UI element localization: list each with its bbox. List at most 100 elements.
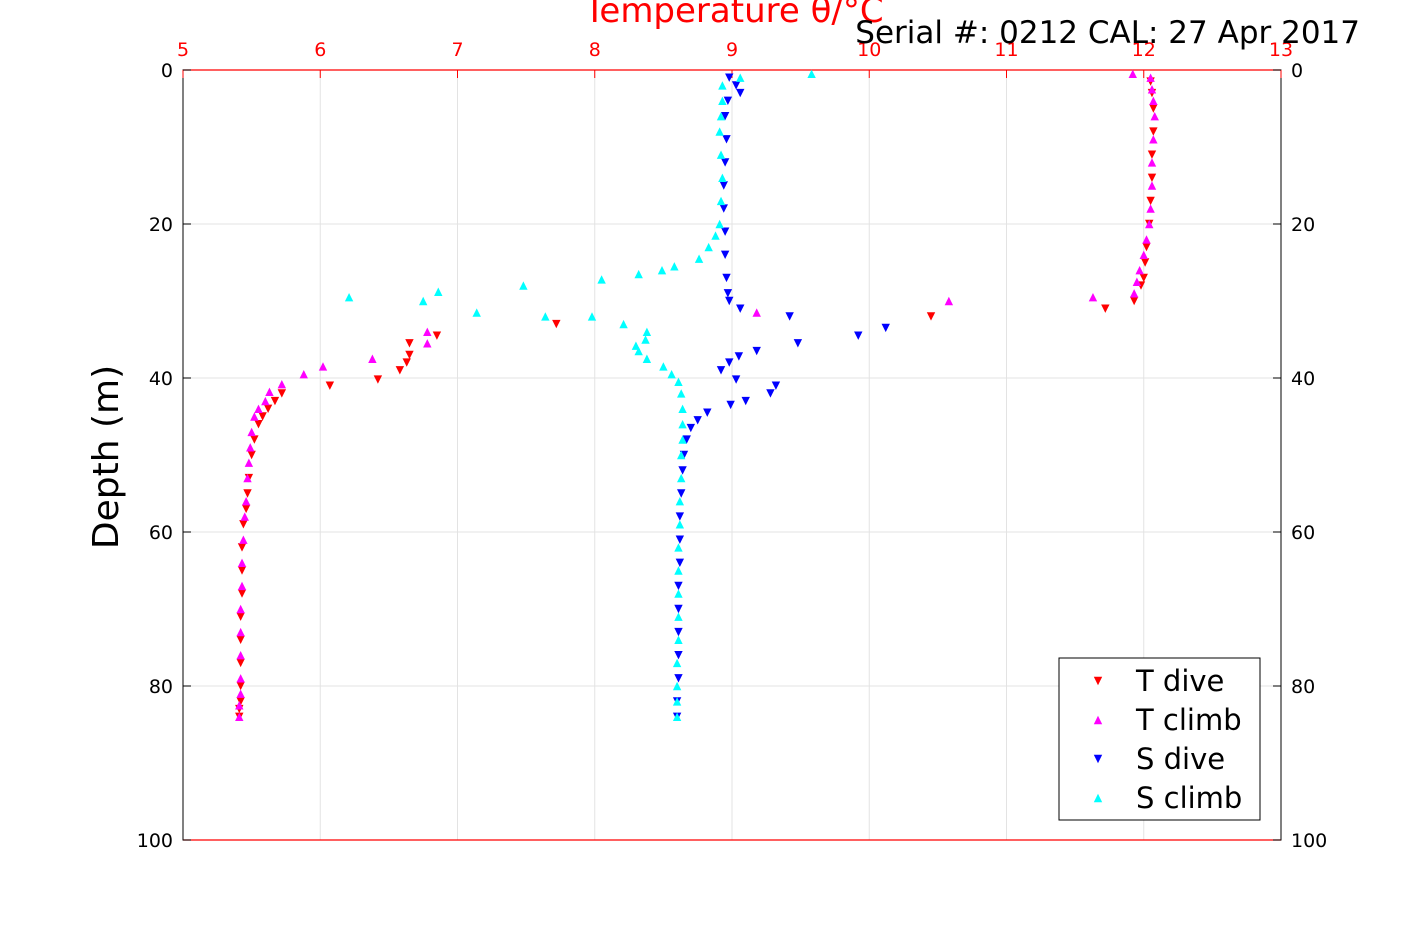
x-tick-label: 11 [994,39,1018,61]
point-t-dive [552,319,561,329]
y-tick-label-left: 100 [137,830,173,852]
point-t-climb [423,339,432,348]
point-t-dive [1149,127,1158,136]
point-s-climb [677,389,686,398]
point-s-dive [675,512,685,521]
point-s-dive [736,304,745,313]
point-t-dive [254,420,263,429]
point-t-dive [237,566,247,575]
point-s-climb [718,173,727,182]
point-s-climb [672,658,682,668]
point-s-climb [597,275,606,284]
point-s-dive [674,581,683,591]
point-t-climb [277,379,287,389]
point-t-climb [236,651,245,660]
point-s-dive [674,651,683,660]
point-s-dive [677,489,686,498]
point-t-climb [1147,158,1157,167]
point-t-dive [1147,173,1157,182]
point-t-dive [405,350,414,360]
point-s-climb [675,497,685,506]
point-s-dive [722,273,731,283]
point-t-climb [246,443,255,452]
point-s-dive [693,416,702,425]
y-tick-label-right: 0 [1291,60,1303,82]
point-t-climb [247,427,256,437]
x-tick-label: 12 [1132,39,1156,61]
point-t-dive [395,366,405,375]
point-s-dive [734,352,744,361]
point-s-dive [741,396,750,406]
point-s-dive [703,408,712,417]
y-tick-label-left: 60 [149,522,173,544]
x-tick-label: 9 [726,39,738,61]
point-t-climb [1135,266,1144,275]
legend-marker-s-climb [1093,793,1103,803]
point-t-climb [240,512,249,521]
point-t-climb [237,581,247,591]
point-t-climb [1147,181,1157,190]
point-s-dive [725,296,734,306]
point-t-climb [423,327,432,336]
point-s-dive [722,135,731,144]
point-s-dive [678,466,687,475]
series-s-dive [672,73,890,721]
point-s-dive [731,81,741,90]
point-s-climb [642,354,652,363]
point-t-climb [241,497,251,506]
point-t-dive [405,339,414,348]
point-t-climb [243,473,252,483]
point-t-climb [236,604,245,614]
point-s-dive [720,158,730,167]
point-s-dive [723,289,733,298]
point-t-dive [236,635,245,644]
point-s-dive [675,535,685,544]
legend-label-t-climb: T climb [1135,703,1242,737]
point-s-climb [541,312,550,321]
point-t-climb [265,387,274,397]
legend-items: T dive T climb S dive S climb [1093,664,1242,815]
point-s-climb [659,362,668,371]
point-t-dive [263,404,273,413]
point-t-dive [926,312,936,321]
point-t-climb [752,308,761,317]
point-s-climb [587,312,597,321]
point-s-dive [686,423,696,433]
point-t-climb [244,458,254,467]
point-s-dive [725,358,734,367]
point-s-climb [716,112,726,121]
point-t-dive [1149,104,1158,113]
point-s-climb [736,73,745,82]
serial-calibration-label: Serial #: 0212 CAL: 27 Apr 2017 [855,15,1360,51]
point-t-dive [402,358,411,367]
point-t-dive [236,658,245,668]
point-s-dive [720,250,730,259]
point-t-climb [318,362,328,371]
point-s-dive [716,366,726,375]
point-s-climb [674,543,683,552]
x-tick-label: 8 [589,39,601,61]
point-t-climb [1149,96,1158,105]
point-t-dive [277,389,287,398]
point-s-dive [674,674,683,683]
point-s-climb [807,69,816,79]
point-s-climb [711,231,720,240]
point-s-dive [725,73,734,82]
point-s-climb [677,473,686,483]
point-t-dive [247,450,256,460]
point-s-dive [723,96,733,105]
point-t-climb [236,627,245,637]
point-s-climb [716,150,726,159]
point-s-climb [674,635,683,644]
point-s-climb [704,242,713,252]
point-t-dive [1142,242,1151,252]
point-t-climb [368,354,377,363]
point-s-dive [674,604,683,614]
point-s-climb [670,262,679,271]
point-s-climb [634,346,643,356]
x-tick-label: 5 [177,39,189,61]
y-tick-label-right: 80 [1291,676,1315,698]
point-t-climb [261,396,270,406]
point-t-dive [1140,258,1150,267]
